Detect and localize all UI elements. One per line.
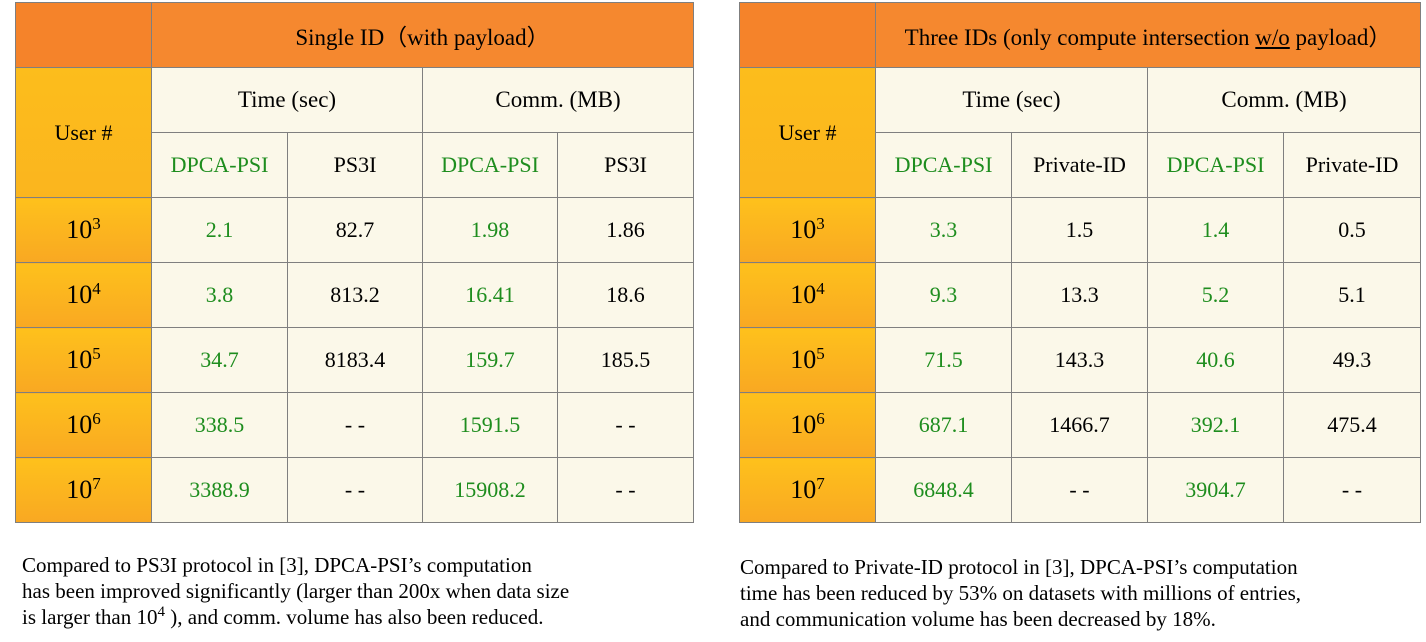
single-id-table-panel: Single ID（with payload） User # Time (sec… [15,2,694,523]
three-ids-caption: Compared to Private-ID protocol in [3], … [740,554,1426,632]
dpca-comm-value: 1591.5 [422,392,558,458]
dpca-comm-value: 16.41 [422,262,558,328]
method-header-privateid-time: Private-ID [1011,132,1148,198]
table-row: 105 34.7 8183.4 159.7 185.5 [15,327,694,393]
dpca-comm-value: 5.2 [1147,262,1284,328]
dpca-comm-value: 3904.7 [1147,457,1284,523]
baseline-comm-value: - - [557,457,694,523]
caption-line: is larger than 104 ), and comm. volume h… [22,604,544,630]
baseline-comm-value: - - [557,392,694,458]
user-count-cell: 105 [739,327,876,393]
group-header-row: User # Time (sec) Comm. (MB) [15,67,694,198]
method-header-dpca-time: DPCA-PSI [875,132,1012,198]
method-header-ps3i-time: PS3I [287,132,423,198]
table-row: 106 338.5 - - 1591.5 - - [15,392,694,458]
dpca-comm-value: 15908.2 [422,457,558,523]
baseline-time-value: 13.3 [1011,262,1148,328]
method-header-row: DPCA-PSI Private-ID DPCA-PSI Private-ID [740,132,1422,198]
dpca-time-value: 687.1 [875,392,1012,458]
baseline-comm-value: 5.1 [1282,262,1422,328]
baseline-time-value: 82.7 [287,197,423,263]
dpca-time-value: 9.3 [875,262,1012,328]
dpca-comm-value: 159.7 [422,327,558,393]
method-header-dpca-comm: DPCA-PSI [422,132,558,198]
method-header-dpca-time: DPCA-PSI [151,132,288,198]
dpca-time-value: 2.1 [151,197,288,263]
three-ids-table-panel: Three IDs (only compute intersection w/o… [739,2,1422,523]
user-count-header: User # [15,67,152,198]
dpca-time-value: 338.5 [151,392,288,458]
dpca-comm-value: 1.4 [1147,197,1284,263]
user-count-cell: 104 [15,262,152,328]
single-id-caption: Compared to PS3I protocol in [3], DPCA-P… [22,552,702,630]
dpca-comm-value: 40.6 [1147,327,1284,393]
table-title: Single ID（with payload） [151,2,694,68]
corner-cell [739,2,876,68]
dpca-comm-value: 392.1 [1147,392,1284,458]
dpca-time-value: 3.8 [151,262,288,328]
baseline-comm-value: 475.4 [1282,392,1422,458]
three-ids-results-table: Three IDs (only compute intersection w/o… [739,2,1422,523]
method-header-privateid-comm: Private-ID [1282,132,1422,198]
table-row: 105 71.5 143.3 40.6 49.3 [739,327,1422,393]
user-count-cell: 106 [15,392,152,458]
user-count-header: User # [739,67,876,198]
baseline-time-value: 1.5 [1011,197,1148,263]
method-header-ps3i-comm: PS3I [557,132,694,198]
table-row: 103 2.1 82.7 1.98 1.86 [15,197,694,263]
user-count-cell: 103 [739,197,876,263]
dpca-time-value: 34.7 [151,327,288,393]
caption-line: Compared to PS3I protocol in [3], DPCA-P… [22,553,532,577]
caption-line: has been improved significantly (larger … [22,579,570,603]
single-id-results-table: Single ID（with payload） User # Time (sec… [15,2,694,523]
table-row: 106 687.1 1466.7 392.1 475.4 [739,392,1422,458]
table-title-underlined: w/o [1255,25,1290,50]
time-group-header: Time (sec) [875,67,1148,133]
baseline-comm-value: 0.5 [1282,197,1422,263]
baseline-time-value: - - [1011,457,1148,523]
baseline-comm-value: 1.86 [557,197,694,263]
user-count-cell: 106 [739,392,876,458]
caption-line: and communication volume has been decrea… [740,607,1216,631]
table-row: 107 3388.9 - - 15908.2 - - [15,457,694,523]
baseline-time-value: 813.2 [287,262,423,328]
corner-cell [15,2,152,68]
group-header-row: User # Time (sec) Comm. (MB) [739,67,1422,198]
comm-group-header: Comm. (MB) [1146,67,1422,133]
time-group-header: Time (sec) [151,67,423,133]
baseline-time-value: - - [287,392,423,458]
caption-line: time has been reduced by 53% on datasets… [740,581,1302,605]
baseline-time-value: 1466.7 [1011,392,1148,458]
baseline-time-value: 8183.4 [287,327,423,393]
user-count-cell: 105 [15,327,152,393]
table-title-row: Single ID（with payload） [15,2,694,68]
dpca-time-value: 71.5 [875,327,1012,393]
table-title: Three IDs (only compute intersection w/o… [874,2,1422,68]
method-header-row: DPCA-PSI PS3I DPCA-PSI PS3I [16,132,694,198]
user-count-cell: 107 [739,457,876,523]
table-row: 107 6848.4 - - 3904.7 - - [739,457,1422,523]
comm-group-header: Comm. (MB) [422,67,694,133]
baseline-comm-value: 185.5 [557,327,694,393]
user-count-cell: 103 [15,197,152,263]
dpca-time-value: 3388.9 [151,457,288,523]
dpca-time-value: 3.3 [875,197,1012,263]
table-row: 104 9.3 13.3 5.2 5.1 [739,262,1422,328]
method-header-dpca-comm: DPCA-PSI [1147,132,1284,198]
table-title-row: Three IDs (only compute intersection w/o… [739,2,1422,68]
dpca-time-value: 6848.4 [875,457,1012,523]
user-count-cell: 104 [739,262,876,328]
user-count-cell: 107 [15,457,152,523]
table-row: 103 3.3 1.5 1.4 0.5 [739,197,1422,263]
baseline-comm-value: 49.3 [1282,327,1422,393]
caption-line: Compared to Private-ID protocol in [3], … [740,555,1298,579]
baseline-time-value: 143.3 [1011,327,1148,393]
baseline-comm-value: - - [1282,457,1422,523]
baseline-time-value: - - [287,457,423,523]
table-row: 104 3.8 813.2 16.41 18.6 [15,262,694,328]
dpca-comm-value: 1.98 [422,197,558,263]
baseline-comm-value: 18.6 [557,262,694,328]
